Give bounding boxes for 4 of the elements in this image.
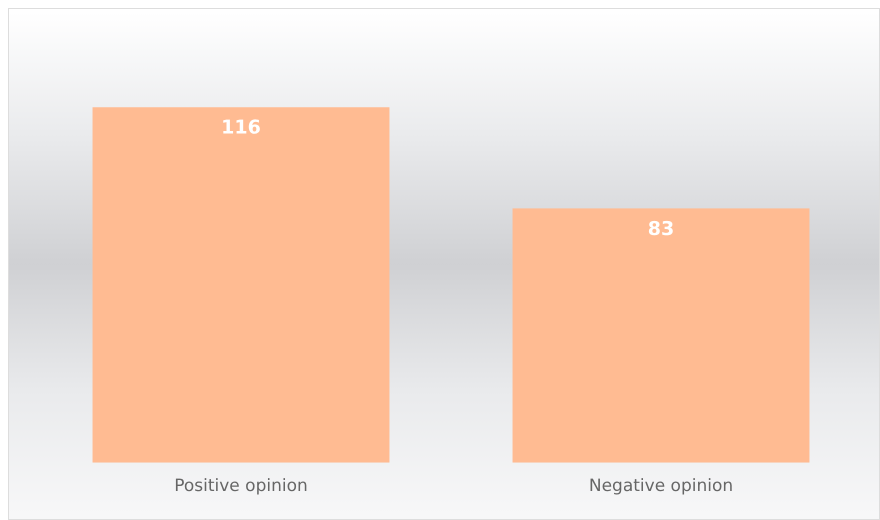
data-label: 83 (648, 218, 674, 240)
x-tick-label: Positive opinion (174, 476, 308, 496)
x-tick-label: Negative opinion (588, 476, 734, 496)
data-label: 116 (221, 116, 261, 139)
